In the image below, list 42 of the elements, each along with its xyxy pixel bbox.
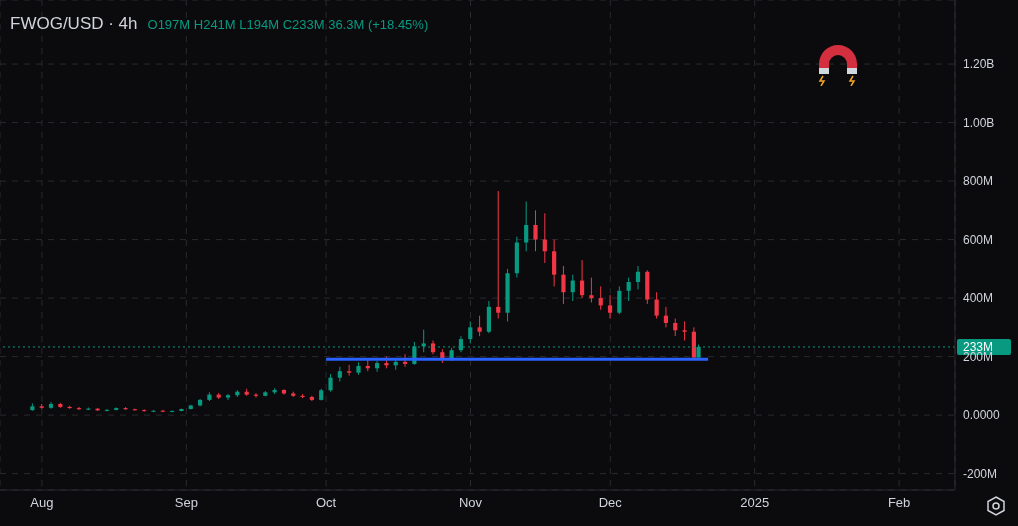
candlestick [579, 259, 585, 299]
candlestick [225, 393, 231, 401]
x-tick-label: Oct [315, 495, 337, 511]
x-tick-label: Feb [887, 495, 911, 511]
candlestick [542, 212, 547, 264]
candlestick [170, 409, 175, 413]
y-tick-label: 1.00B [963, 115, 995, 130]
x-tick-label: 2025 [740, 495, 770, 511]
annotation: O197M H241M L194M C233M 36.3M (+18.45%) [147, 17, 429, 32]
candlestick [635, 265, 641, 290]
x-tick-label: Sep [174, 495, 198, 511]
text: FWOG/USD · 4h [10, 14, 138, 34]
y-tick-label: 0.0000 [963, 408, 1001, 423]
candlestick [654, 291, 659, 320]
candlestick [598, 285, 603, 311]
candlestick [375, 360, 380, 373]
y-tick-label: 400M [963, 291, 994, 306]
y-tick-label: 600M [963, 232, 994, 247]
candlestick [682, 321, 687, 342]
candlestick [663, 306, 669, 328]
x-tick-label: Aug [30, 495, 54, 511]
y-tick-label: 1.20B [963, 57, 995, 72]
candlestick [561, 265, 566, 305]
candlestick [104, 408, 110, 412]
candlestick [477, 315, 482, 337]
x-tick-label: Nov [458, 495, 483, 511]
candlestick [132, 408, 137, 412]
candlestick [533, 209, 538, 252]
candlestick [552, 239, 557, 287]
x-tick-label: Dec [598, 495, 623, 511]
candlestick [524, 201, 529, 252]
y-tick-label: -200M [963, 466, 998, 481]
candlestick [626, 277, 631, 302]
candlestick [617, 285, 622, 315]
candlestick [570, 274, 575, 302]
candlestick [589, 277, 594, 303]
candlestick [496, 190, 501, 320]
candlestick [607, 294, 613, 320]
candlestick [468, 321, 473, 344]
ref-line-label: 233M [963, 339, 994, 354]
candlestick [142, 408, 147, 413]
y-tick-label: 800M [963, 174, 994, 189]
